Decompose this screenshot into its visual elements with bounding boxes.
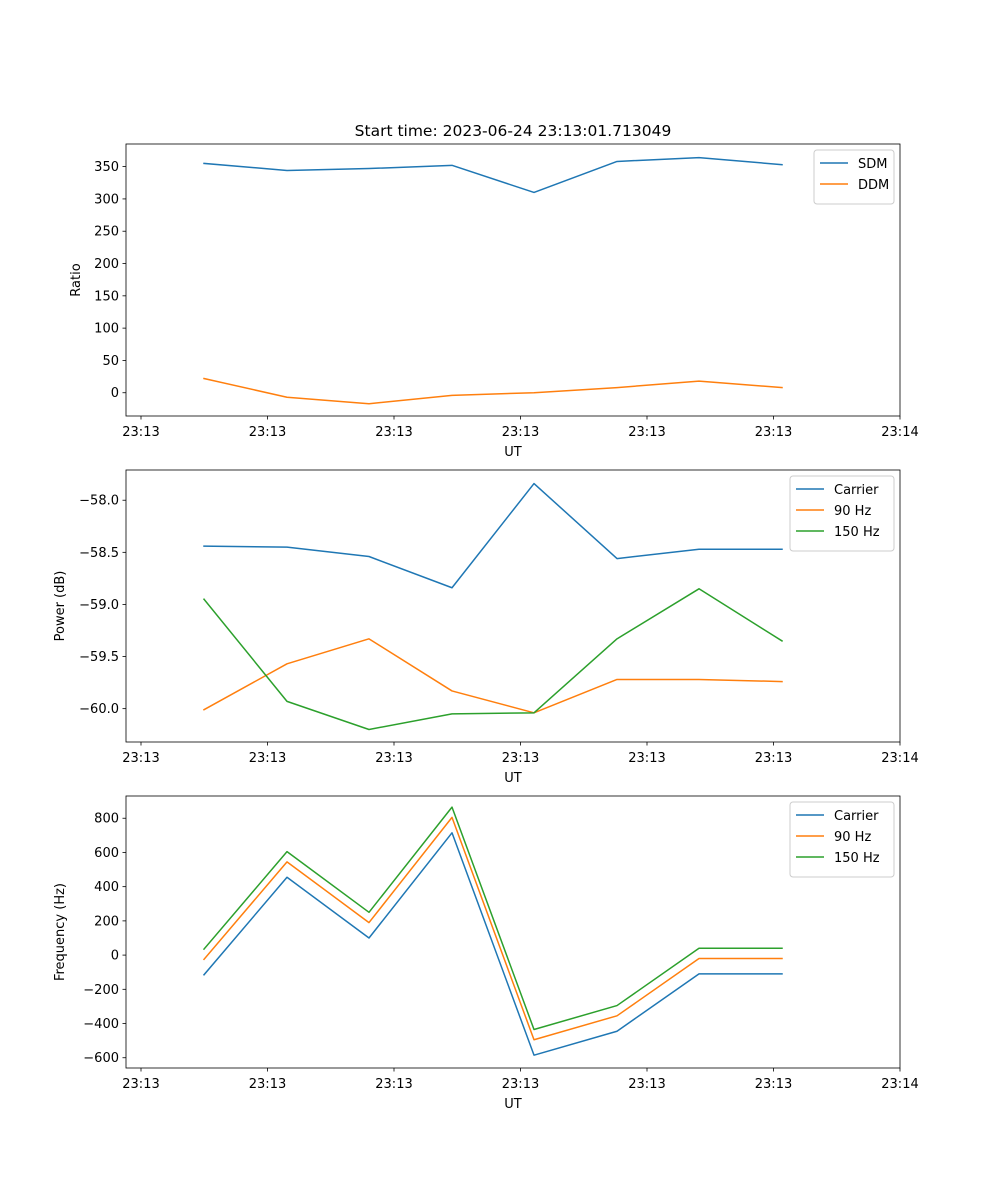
y-tick-label: 0 <box>111 386 119 401</box>
y-tick-label: 50 <box>102 354 119 369</box>
x-tick-label: 23:13 <box>249 425 286 440</box>
series-line-150-hz <box>202 588 784 731</box>
y-tick-label: −58.5 <box>79 546 119 561</box>
y-tick-label: 200 <box>94 914 119 929</box>
y-tick-label: 200 <box>94 257 119 272</box>
chart-panel-2: 23:13 23:13 23:13 23:13 23:13 23:13 23:14 −58.0… <box>53 469 919 786</box>
x-tick-label: 23:13 <box>628 751 665 766</box>
plot-frame <box>125 795 901 1069</box>
legend-label: Carrier <box>834 483 879 498</box>
x-tick-label: 23:13 <box>122 1077 159 1092</box>
y-axis-label: Frequency (Hz) <box>53 883 68 981</box>
legend: SDM DDM <box>813 149 895 205</box>
y-tick-label: 300 <box>94 192 119 207</box>
legend-label: DDM <box>858 178 889 193</box>
y-tick-label: 800 <box>94 812 119 827</box>
y-tick-label: 150 <box>94 289 119 304</box>
chart-panel-1: 23:13 23:13 23:13 23:13 23:13 23:13 23:14 0 50 10… <box>69 143 919 460</box>
x-axis-label: UT <box>504 771 522 786</box>
y-tick-label: −59.0 <box>79 598 119 613</box>
legend-box <box>789 801 895 878</box>
x-tick-label: 23:14 <box>881 1077 918 1092</box>
y-tick-label: −200 <box>83 983 119 998</box>
x-axis-label: UT <box>504 1097 522 1112</box>
x-tick-label: 23:13 <box>628 425 665 440</box>
x-tick-label: 23:14 <box>881 425 918 440</box>
x-tick-label: 23:13 <box>375 425 412 440</box>
plot-frame <box>125 143 901 417</box>
x-tick-label: 23:13 <box>502 751 539 766</box>
series-line-150-hz <box>202 806 783 1031</box>
series-line-90-hz <box>202 816 783 1041</box>
series-line-carrier <box>202 832 783 1056</box>
series-line-carrier <box>203 482 783 589</box>
legend: Carrier 90 Hz 150 Hz <box>789 475 895 552</box>
x-tick-label: 23:13 <box>375 751 412 766</box>
y-tick-label: 100 <box>94 322 119 337</box>
x-tick-label: 23:13 <box>755 1077 792 1092</box>
x-tick-label: 23:13 <box>122 425 159 440</box>
chart-panel-3: 23:13 23:13 23:13 23:13 23:13 23:13 23:14 800 60… <box>53 795 919 1112</box>
series-line-ddm <box>203 377 783 405</box>
figure-title: Start time: 2023-06-24 23:13:01.713049 <box>355 122 672 140</box>
legend-box <box>789 475 895 552</box>
legend-label: SDM <box>858 157 887 172</box>
legend: Carrier 90 Hz 150 Hz <box>789 801 895 878</box>
x-tick-label: 23:13 <box>628 1077 665 1092</box>
y-axis-label: Power (dB) <box>53 571 68 642</box>
series-line-90-hz <box>202 638 783 714</box>
series-line-sdm <box>203 156 783 194</box>
x-tick-label: 23:13 <box>249 751 286 766</box>
y-tick-label: 250 <box>94 225 119 240</box>
y-tick-label: 600 <box>94 846 119 861</box>
y-tick-label: −58.0 <box>79 494 119 509</box>
y-axis-label: Ratio <box>69 263 84 296</box>
x-tick-label: 23:13 <box>375 1077 412 1092</box>
x-tick-label: 23:13 <box>502 425 539 440</box>
legend-label: 90 Hz <box>834 504 871 519</box>
legend-label: Carrier <box>834 809 879 824</box>
x-tick-label: 23:13 <box>249 1077 286 1092</box>
y-tick-label: −600 <box>83 1051 119 1066</box>
legend-label: 90 Hz <box>834 830 871 845</box>
legend-label: 150 Hz <box>834 525 880 540</box>
x-axis-label: UT <box>504 445 522 460</box>
x-tick-label: 23:13 <box>755 425 792 440</box>
y-tick-label: −400 <box>83 1017 119 1032</box>
x-tick-label: 23:13 <box>755 751 792 766</box>
plot-frame <box>125 469 901 743</box>
x-tick-label: 23:13 <box>502 1077 539 1092</box>
y-tick-label: 350 <box>94 160 119 175</box>
legend-label: 150 Hz <box>834 851 880 866</box>
x-tick-label: 23:13 <box>122 751 159 766</box>
y-tick-label: 400 <box>94 880 119 895</box>
x-tick-label: 23:14 <box>881 751 918 766</box>
y-tick-label: −59.5 <box>79 650 119 665</box>
y-tick-label: −60.0 <box>79 702 119 717</box>
y-tick-label: 0 <box>111 949 119 964</box>
